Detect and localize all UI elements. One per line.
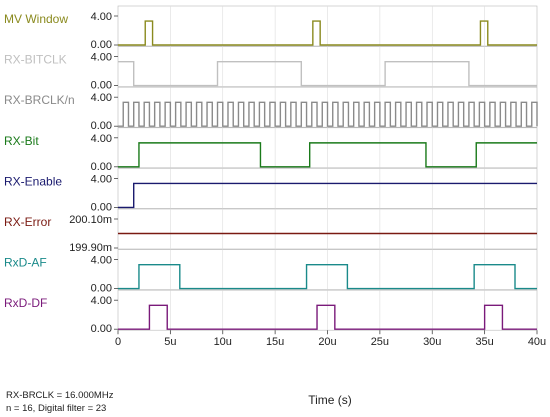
trace-rx-enable — [118, 182, 537, 209]
x-tick-label: 40u — [528, 336, 546, 348]
signal-label-rx-bit: RX-Bit — [4, 134, 39, 148]
y-tick-label: 0.00 — [91, 161, 112, 173]
signal-label-rx-bitclk: RX-BITCLK — [4, 53, 67, 67]
y-tick-label: 4.00 — [91, 52, 112, 64]
y-tick-label: 4.00 — [91, 133, 112, 145]
x-tick-label: 35u — [475, 336, 493, 348]
trace-mv-window — [118, 20, 537, 46]
footer-brclk-note: RX-BRCLK = 16.000MHz — [6, 390, 114, 401]
footer-filter-note: n = 16, Digital filter = 23 — [6, 403, 107, 414]
x-tick-label: 5u — [164, 336, 176, 348]
y-tick-label: 0.00 — [91, 39, 112, 51]
y-tick-label: 199.90m — [69, 242, 112, 254]
x-tick-label: 15u — [266, 336, 284, 348]
y-tick-label: 0.00 — [91, 80, 112, 92]
x-tick-label: 20u — [318, 336, 336, 348]
x-tick-label: 10u — [214, 336, 232, 348]
signal-label-rx-enable: RX-Enable — [4, 174, 62, 188]
x-tick-label: 0 — [115, 336, 121, 348]
y-tick-label: 0.00 — [91, 120, 112, 132]
y-tick-label: 0.00 — [91, 201, 112, 213]
y-tick-label: 4.00 — [91, 173, 112, 185]
x-tick-label: 30u — [423, 336, 441, 348]
y-tick-label: 4.00 — [91, 255, 112, 267]
signal-label-rx-error: RX-Error — [4, 215, 51, 229]
y-tick-label: 4.00 — [91, 11, 112, 23]
signal-label-rxd-df: RxD-DF — [4, 296, 47, 310]
trace-rxd-df — [118, 304, 537, 330]
y-tick-label: 0.00 — [91, 323, 112, 335]
trace-rx-bitclk — [118, 60, 537, 87]
y-tick-label: 4.00 — [91, 295, 112, 307]
signal-label-mv-window: MV Window — [4, 12, 68, 26]
y-tick-label: 4.00 — [91, 92, 112, 104]
trace-rx-bit — [118, 142, 537, 168]
trace-rxd-af — [118, 263, 537, 290]
y-tick-label: 200.10m — [69, 214, 112, 226]
signal-label-rxd-af: RxD-AF — [4, 256, 47, 270]
trace-rx-brclk-n — [118, 101, 538, 127]
x-tick-label: 25u — [371, 336, 389, 348]
y-tick-label: 0.00 — [91, 283, 112, 295]
signal-label-rx-brclk-n: RX-BRCLK/n — [4, 93, 75, 107]
x-axis-label: Time (s) — [308, 393, 352, 407]
